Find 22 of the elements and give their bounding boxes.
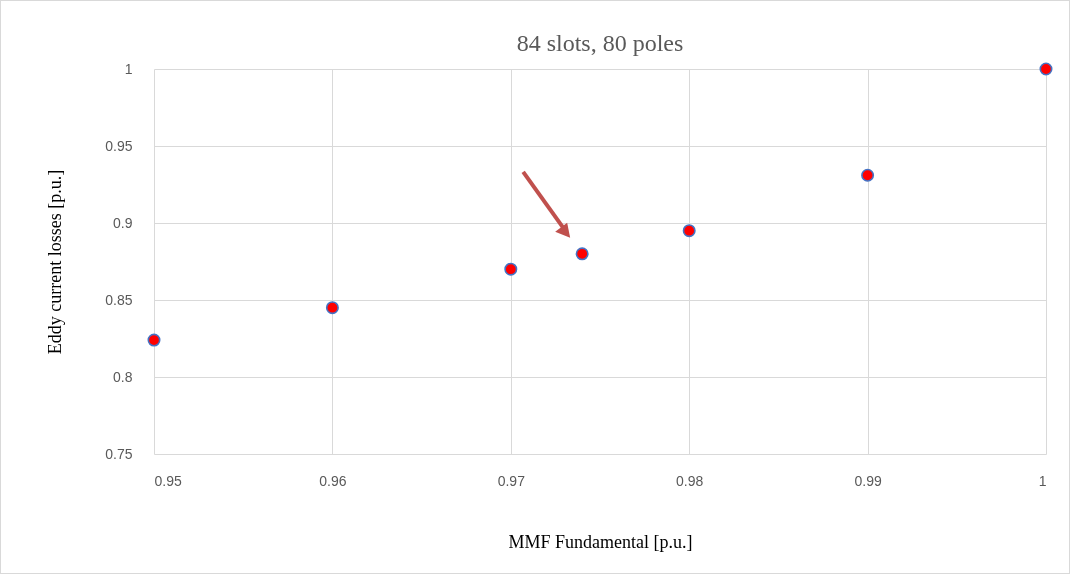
y-tick-label: 0.85 — [105, 291, 133, 308]
point — [682, 224, 696, 238]
point — [504, 262, 518, 276]
x-axis-title: MMF Fundamental [p.u.] — [508, 531, 693, 552]
chart-title: 84 slots, 80 poles — [516, 30, 684, 57]
x-tick-label: 0.98 — [676, 472, 704, 489]
point — [575, 247, 589, 261]
y-axis-title: Eddy current losses [p.u.] — [45, 169, 66, 355]
y-tick-label: 0.9 — [113, 214, 133, 231]
point — [1039, 62, 1053, 76]
y-tick-label: 0.8 — [113, 368, 133, 385]
y-tick-label: 0.95 — [105, 137, 133, 154]
y-tick-label: 1 — [124, 60, 133, 77]
point — [147, 333, 161, 347]
y-tick-label: 0.75 — [105, 445, 133, 462]
point — [861, 168, 875, 182]
x-tick-label: 0.95 — [154, 472, 182, 489]
x-tick-label: 0.99 — [854, 472, 882, 489]
x-tick-label: 0.97 — [497, 472, 526, 489]
point — [325, 301, 339, 315]
x-tick-label: 0.96 — [319, 472, 347, 489]
x-tick-label: 1 — [1038, 472, 1047, 489]
